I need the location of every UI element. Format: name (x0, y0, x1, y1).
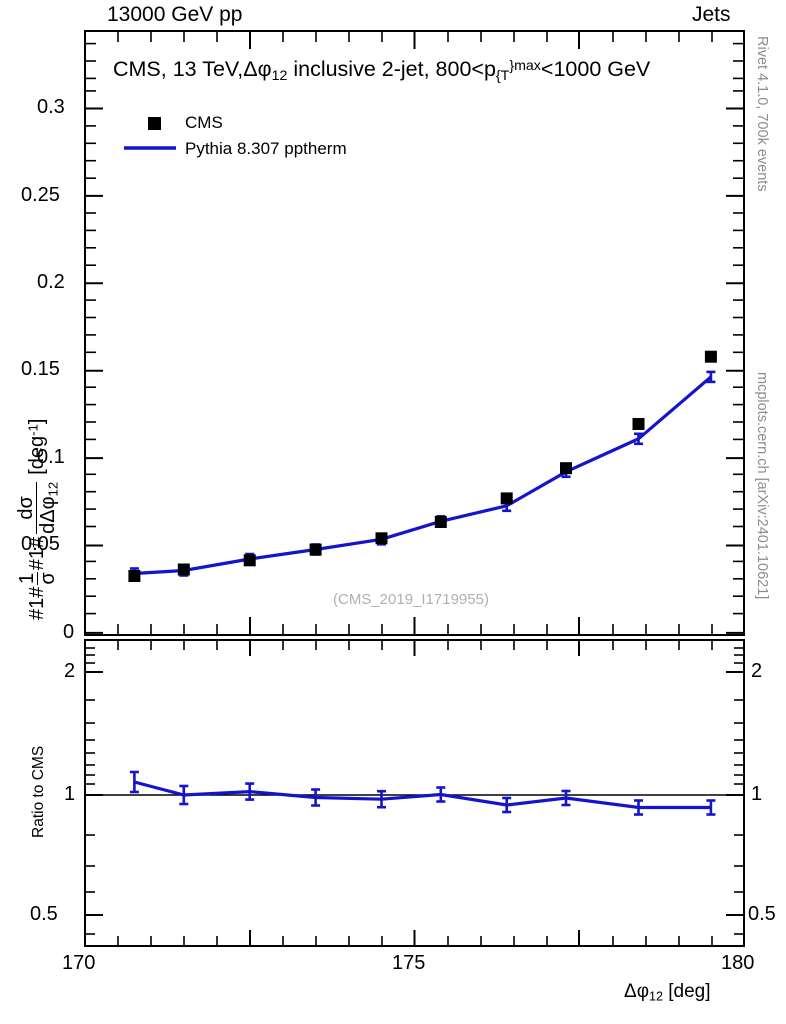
xaxis-label-sub: 12 (649, 989, 663, 1004)
ratio-ytick-2-right: 2 (751, 660, 763, 682)
plot-title-part2: inclusive 2-jet, 800<p (287, 57, 496, 81)
analysis-watermark: (CMS_2019_I1719955) (333, 591, 489, 608)
ratio-ytick-1-left: 1 (64, 783, 76, 805)
main-ytick-0: 0 (63, 621, 75, 643)
ratio-ytick-1-right: 1 (751, 783, 763, 805)
main-ytick-0.1: 0.1 (37, 446, 65, 468)
main-ytick-0.2: 0.2 (37, 271, 65, 293)
main-ytick-0.3: 0.3 (37, 96, 65, 118)
ratio-ytick-2-left: 2 (64, 660, 76, 682)
main-ytick-0.15: 0.15 (21, 358, 60, 380)
xaxis-label: Δφ12 [deg] (624, 981, 711, 1004)
ratio-ytick-0.5-left: 0.5 (30, 903, 58, 925)
legend-label-pythia: Pythia 8.307 pptherm (185, 139, 347, 158)
main-ytick-0.25: 0.25 (21, 184, 60, 206)
plot-title-sub12: 12 (271, 67, 288, 84)
plot-title-max: max (514, 58, 541, 75)
plot-title-brace: } (509, 58, 515, 75)
mc-curve-main (129, 370, 716, 580)
header-right: Jets (692, 3, 731, 26)
ratio-ytick-0.5-right: 0.5 (748, 903, 776, 925)
plot-title: CMS, 13 TeV,Δφ12 inclusive 2-jet, 800<p{… (113, 57, 650, 84)
plot-title-part3: <1000 GeV (540, 57, 651, 81)
main-ytick-0.05: 0.05 (21, 533, 60, 555)
xtick-170: 170 (62, 952, 96, 974)
plot-title-pt-sub: {T (495, 67, 510, 84)
xtick-180: 180 (721, 952, 755, 974)
xtick-175: 175 (392, 952, 426, 974)
ratio-ylabel: Ratio to CMS (30, 745, 47, 838)
legend-label-cms: CMS (185, 113, 223, 132)
xaxis-label-phi: Δφ (624, 981, 650, 1002)
xaxis-label-units: [deg] (662, 981, 711, 1002)
header-left: 13000 GeV pp (107, 3, 243, 26)
ratio-curve (129, 770, 716, 816)
cms-data-points-main (128, 350, 717, 582)
legend-marker-cms (148, 117, 161, 130)
plot-title-part1: CMS, 13 TeV,Δφ (113, 57, 272, 81)
